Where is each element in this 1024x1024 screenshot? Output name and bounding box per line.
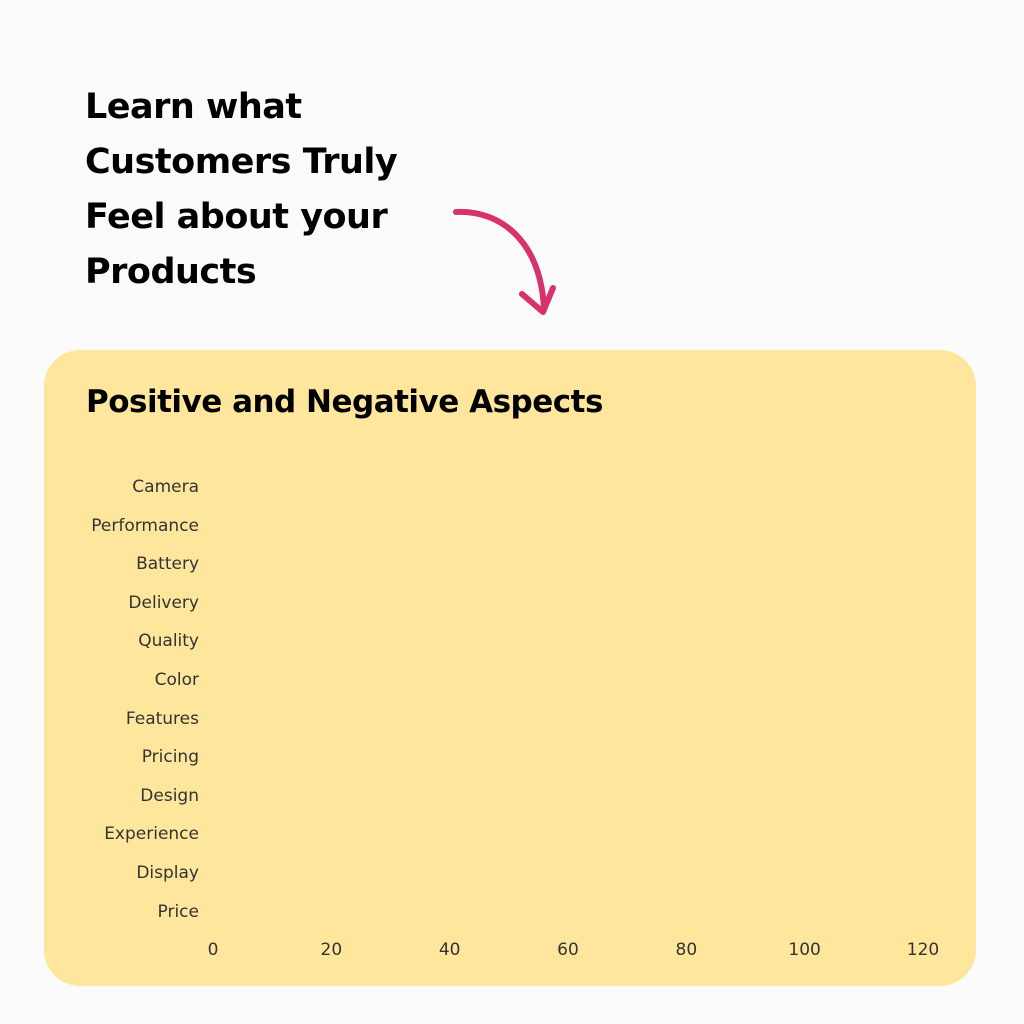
y-tick-label: Features — [125, 708, 199, 729]
y-tick-label: Display — [136, 863, 199, 883]
headline: Learn what Customers Truly Feel about yo… — [85, 80, 465, 300]
headline-line: Products — [85, 252, 257, 292]
y-tick-label: Performance — [91, 515, 199, 536]
x-tick-label: 60 — [557, 940, 579, 960]
headline-line: Customers Truly — [85, 142, 398, 182]
y-tick-label: Battery — [136, 554, 199, 575]
x-tick-label: 20 — [320, 940, 343, 960]
y-tick-label: Design — [140, 785, 199, 806]
headline-line: Learn what — [85, 87, 302, 127]
y-tick-label: Price — [157, 901, 199, 922]
y-tick-label: Delivery — [128, 592, 199, 613]
curved-arrow-icon — [453, 208, 556, 315]
x-tick-label: 80 — [675, 940, 698, 960]
chart-card — [44, 350, 976, 986]
x-tick-label: 120 — [906, 940, 940, 960]
x-tick-label: 40 — [438, 940, 461, 960]
y-tick-label: Color — [154, 670, 199, 690]
x-tick-label: 100 — [788, 940, 821, 960]
y-tick-label: Experience — [104, 824, 199, 845]
x-tick-label: 0 — [207, 940, 219, 960]
chart-title: Positive and Negative Aspects — [86, 384, 603, 420]
y-tick-label: Quality — [138, 631, 199, 652]
headline-line: Feel about your — [85, 197, 388, 237]
y-tick-label: Pricing — [141, 747, 199, 768]
y-tick-label: Camera — [132, 477, 199, 497]
